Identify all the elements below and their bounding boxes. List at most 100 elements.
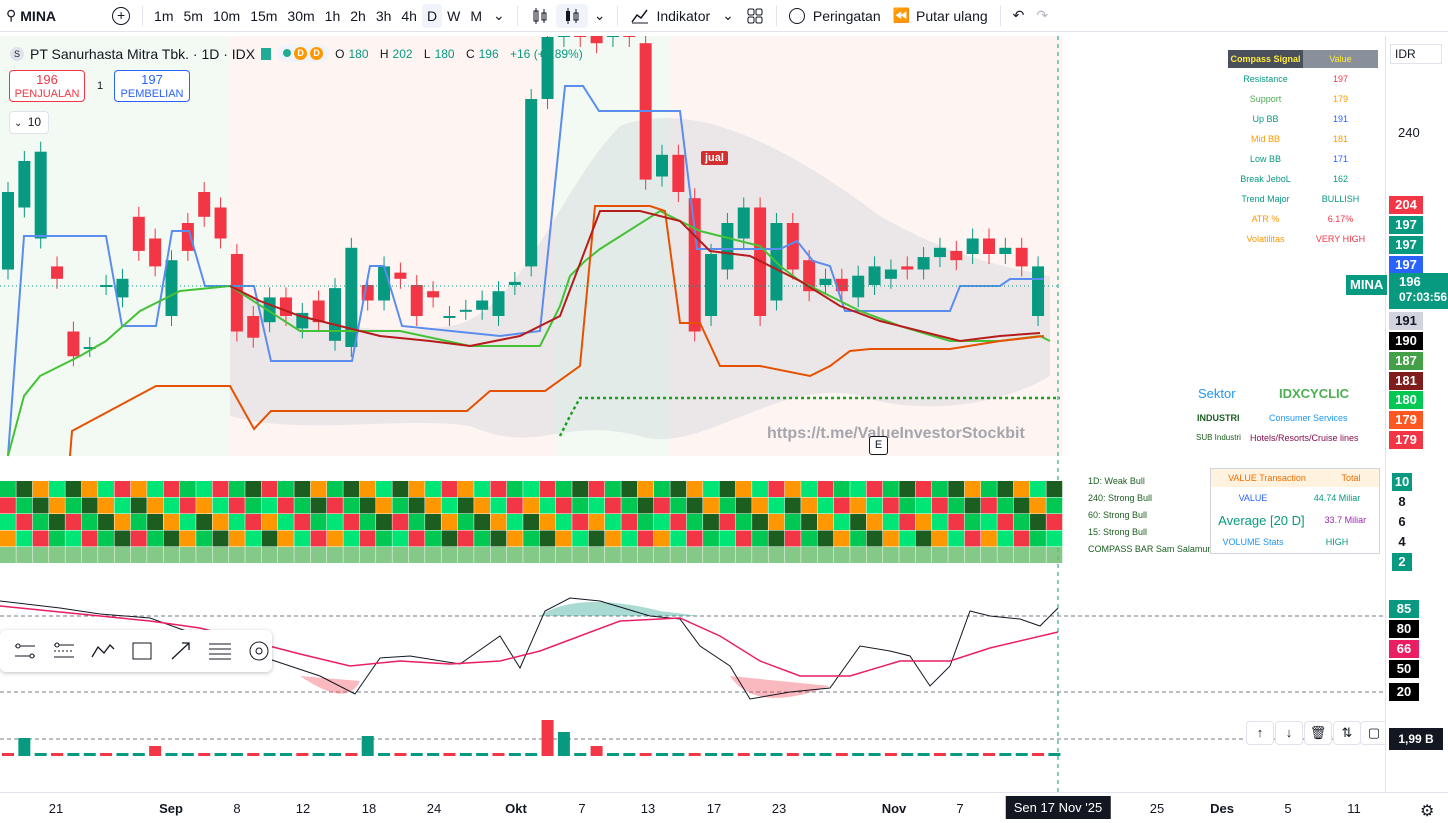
sell-button[interactable]: 196 PENJUALAN: [9, 70, 85, 102]
compass-bar-cell: [604, 530, 621, 547]
compass-bar-cell: [784, 481, 801, 497]
time-axis-label: Des: [1210, 801, 1234, 816]
quantity-stepper[interactable]: ⌄ 10: [9, 111, 49, 134]
candle-body: [443, 316, 456, 318]
interval-30m[interactable]: 30m: [287, 7, 315, 24]
compass-bar-cell: [997, 547, 1014, 563]
add-symbol-button[interactable]: +: [106, 0, 136, 31]
maximize-pane-button[interactable]: ▢: [1360, 721, 1388, 745]
flag-icon[interactable]: [261, 47, 272, 60]
arrow-down-icon: ↓: [1285, 725, 1293, 740]
compass-bar-cell: [32, 514, 49, 530]
interval-dropdown-button[interactable]: ⌄: [487, 0, 511, 31]
interval-1h[interactable]: 1h: [324, 7, 341, 24]
interval-w[interactable]: W: [447, 7, 461, 24]
volume-bar: [198, 753, 211, 756]
candles-style-button[interactable]: [555, 3, 588, 28]
volume-bar: [443, 753, 456, 756]
compass-bar-cell: [654, 481, 670, 497]
compass-row-label: Resistance: [1243, 74, 1288, 84]
volume-bar: [721, 753, 734, 756]
session-pill[interactable]: D D: [277, 45, 330, 62]
compass-bar-cell: [130, 514, 147, 530]
interval-2h[interactable]: 2h: [350, 7, 366, 24]
parallel-channel-icon[interactable]: [51, 640, 77, 662]
interval-d[interactable]: D: [421, 3, 443, 28]
compass-bar-cell: [539, 514, 556, 530]
pattern-icon[interactable]: [90, 640, 116, 662]
buy-button[interactable]: 197 PEMBELIAN: [114, 70, 190, 102]
industry-label: INDUSTRI: [1197, 413, 1240, 423]
symbol-search[interactable]: ⚲ MINA: [0, 0, 62, 31]
price-scale[interactable]: IDR 240 204 197 197 197 191 190 187 181 180 179 17…: [1385, 36, 1448, 792]
replay-button[interactable]: ⏪ Putar ulang: [887, 0, 994, 31]
compass-bar-cell: [931, 481, 948, 497]
compass-bar-cell: [572, 530, 589, 547]
compass-bar-cell: [981, 530, 997, 547]
compass-bar-cell: [16, 547, 33, 563]
compass-bar-cell: [948, 514, 965, 530]
time-axis[interactable]: 21 Sep 8 12 18 24 Okt 7 13 17 23 Nov 7 Sen 17 Nov '25…: [0, 792, 1448, 823]
compass-bar-cell: [359, 530, 376, 547]
currency-label[interactable]: IDR: [1390, 44, 1442, 64]
menu-lines-icon[interactable]: [207, 640, 233, 662]
interval-1m[interactable]: 1m: [154, 7, 174, 24]
compass-bar-cell: [915, 530, 932, 547]
rectangle-icon[interactable]: [129, 640, 155, 662]
volume-bar: [394, 753, 407, 756]
settings-gear-icon[interactable]: ⚙: [1420, 803, 1435, 820]
target-icon[interactable]: [246, 640, 272, 662]
value-row: VALUE 44.74 Miliar: [1211, 487, 1379, 509]
oscillator-badge: 80: [1389, 620, 1419, 638]
collapse-pane-button[interactable]: ⇅: [1333, 721, 1361, 745]
move-up-button[interactable]: ↑: [1246, 721, 1274, 745]
arrow-icon[interactable]: [168, 640, 194, 662]
volume-stats-value: HIGH: [1325, 537, 1349, 547]
interval-15m[interactable]: 15m: [250, 7, 278, 24]
interval-3h[interactable]: 3h: [375, 7, 392, 24]
compass-bar-cell: [212, 481, 229, 497]
trend-background: [1046, 36, 1063, 456]
candle-body: [1015, 247, 1028, 267]
interval-m[interactable]: M: [470, 7, 482, 24]
delete-pane-button[interactable]: 🗑: [1304, 721, 1332, 745]
compass-row-value: 171: [1332, 154, 1349, 164]
alerts-button[interactable]: Peringatan: [783, 0, 887, 31]
trend-background: [98, 36, 115, 456]
alarm-clock-icon: [788, 7, 805, 24]
volume-bar: [476, 753, 489, 756]
candles-chart-type-button[interactable]: [524, 0, 556, 31]
compass-bar-cell: [228, 481, 245, 497]
candle-body: [999, 247, 1012, 254]
compass-bar-cell: [392, 481, 409, 497]
interval-4h[interactable]: 4h: [401, 7, 417, 24]
interval-5m[interactable]: 5m: [183, 7, 203, 24]
interval-10m[interactable]: 10m: [212, 7, 241, 24]
move-down-button[interactable]: ↓: [1275, 721, 1303, 745]
layouts-button[interactable]: [740, 0, 770, 31]
indicators-button[interactable]: Indikator: [624, 0, 716, 31]
chart-type-dropdown[interactable]: ⌄: [588, 0, 612, 31]
horizontal-lines-icon[interactable]: [12, 640, 38, 662]
compass-bar-cell: [245, 547, 262, 563]
redo-button[interactable]: ↷: [1030, 0, 1054, 31]
volume-bar: [623, 753, 636, 756]
candle-body: [247, 316, 260, 338]
indicators-dropdown[interactable]: ⌄: [716, 0, 740, 31]
compass-bar-cell: [719, 547, 736, 563]
compass-bar-cell: [81, 497, 98, 514]
compass-bar-cell: [637, 514, 654, 530]
divider: [999, 5, 1001, 26]
price-chart[interactable]: [0, 36, 1385, 792]
chart-title[interactable]: PT Sanurhasta Mitra Tbk. · 1D · IDX: [30, 45, 256, 62]
compass-bar-cell: [523, 530, 540, 547]
candle-body: [100, 285, 113, 287]
compass-bar-cell: [327, 530, 343, 547]
volume-bar: [525, 753, 538, 756]
chart-area[interactable]: [0, 36, 1385, 792]
industry-value: Consumer Services: [1269, 413, 1348, 423]
compass-bar-cell: [1030, 481, 1046, 497]
earnings-marker[interactable]: E: [869, 436, 888, 455]
undo-button[interactable]: ↶: [1007, 0, 1031, 31]
trend-background: [376, 36, 393, 456]
